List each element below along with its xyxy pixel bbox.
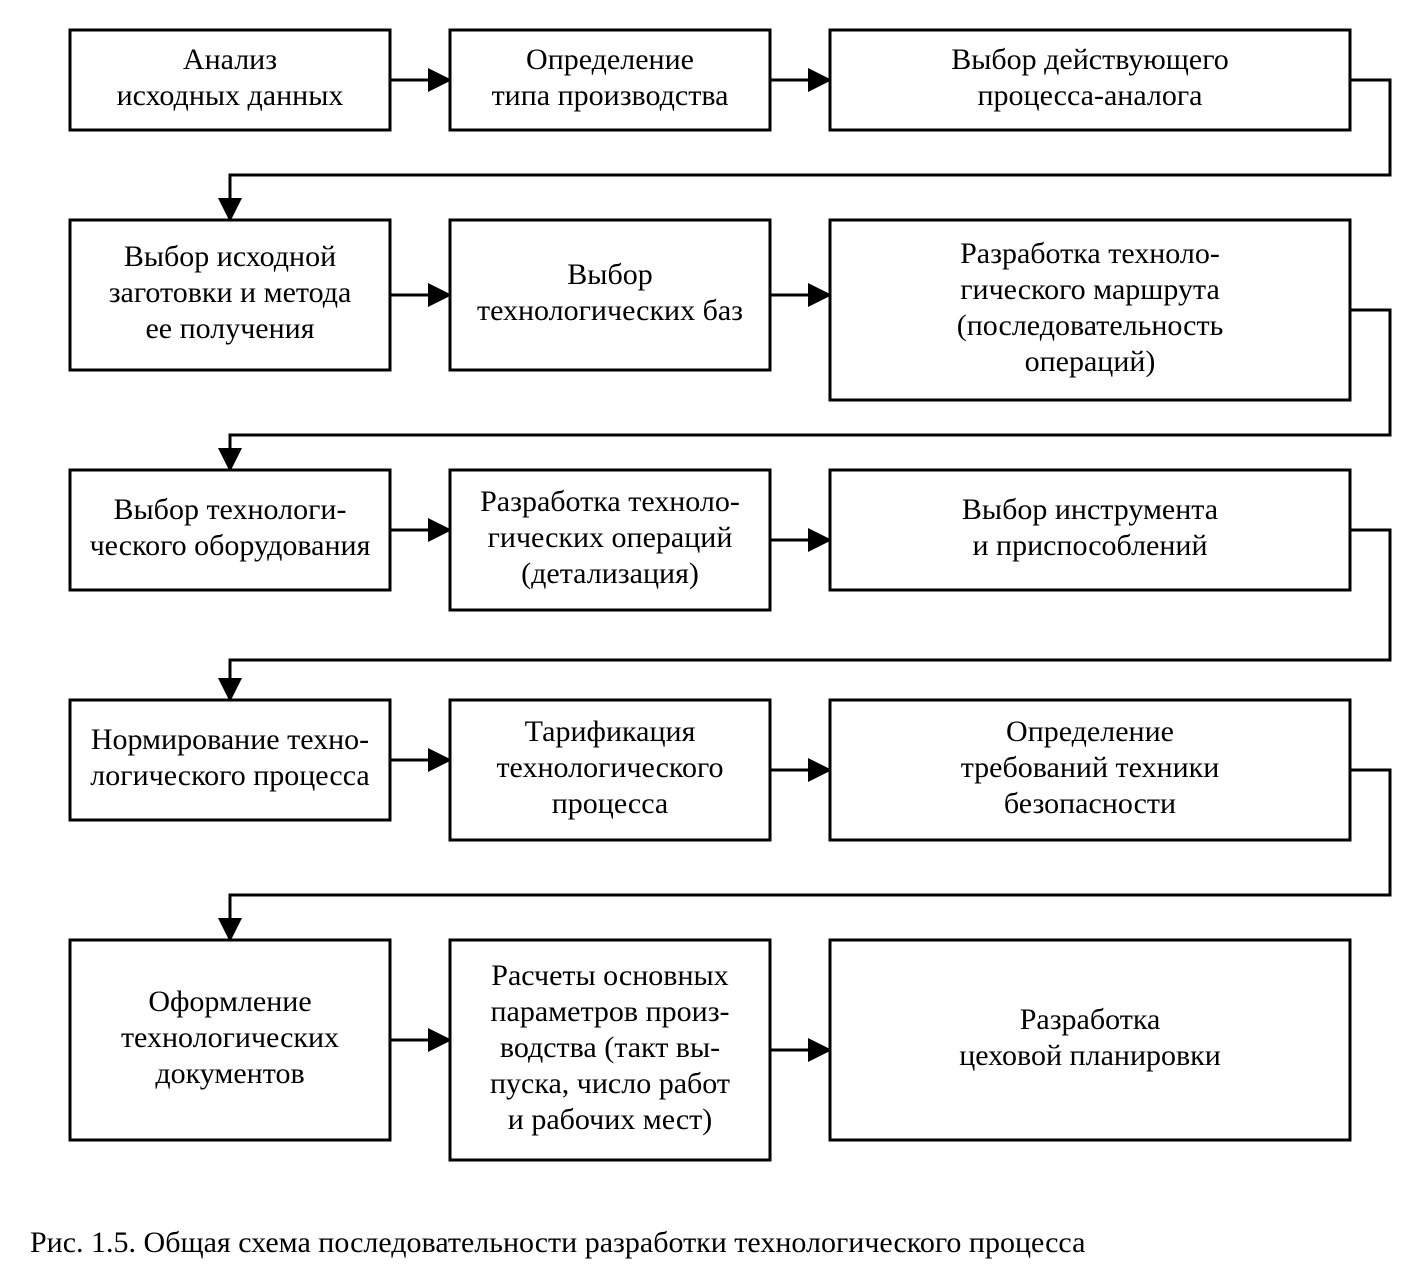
flow-node-label: ее получения [145, 312, 314, 345]
flow-node-label: операций) [1025, 345, 1156, 378]
flow-node-label: технологических [121, 1021, 339, 1054]
flow-node-n2: Определениетипа производства [450, 30, 770, 130]
flow-node-label: Разработка техноло- [960, 237, 1220, 270]
flow-node-label: пуска, число работ [490, 1067, 730, 1100]
flow-node-label: гического маршрута [960, 273, 1220, 306]
flow-node-label: Определение [526, 43, 694, 76]
flow-node-n13: Оформлениетехнологическихдокументов [70, 940, 390, 1140]
nodes-layer: Анализисходных данныхОпределениетипа про… [70, 30, 1350, 1160]
flow-node-label: типа производства [492, 79, 729, 112]
flow-node-n14: Расчеты основныхпараметров произ-водства… [450, 940, 770, 1160]
flow-node-label: процесса-аналога [977, 79, 1202, 112]
flow-node-n7: Выбор технологи-ческого оборудования [70, 470, 390, 590]
flowchart-canvas: Анализисходных данныхОпределениетипа про… [0, 0, 1427, 1273]
flow-node-label: технологических баз [477, 294, 743, 327]
flow-node-label: Определение [1006, 715, 1174, 748]
flow-node-label: (последовательность [957, 309, 1224, 342]
flow-node-n5: Выбортехнологических баз [450, 220, 770, 370]
flow-node-label: параметров произ- [490, 995, 729, 1028]
flow-node-label: заготовки и метода [109, 276, 352, 309]
flow-node-n8: Разработка техноло-гических операций(дет… [450, 470, 770, 610]
flow-node-label: безопасности [1004, 787, 1176, 820]
flow-node-label: Расчеты основных [491, 959, 728, 992]
flow-node-n4: Выбор исходнойзаготовки и методаее получ… [70, 220, 390, 370]
flow-node-label: водства (такт вы- [500, 1031, 720, 1064]
flow-node-label: процесса [552, 787, 668, 820]
flow-node-n6: Разработка техноло-гического маршрута(по… [830, 220, 1350, 400]
flow-node-label: (детализация) [521, 557, 699, 590]
flow-node-n1: Анализисходных данных [70, 30, 390, 130]
flow-node-label: гических операций [488, 521, 733, 554]
flow-node-n9: Выбор инструментаи приспособлений [830, 470, 1350, 590]
flow-node-n12: Определениетребований техникибезопасност… [830, 700, 1350, 840]
flow-node-label: требований техники [961, 751, 1220, 784]
flow-node-label: логического процесса [90, 759, 369, 792]
flow-node-label: и приспособлений [972, 529, 1207, 562]
flow-node-n3: Выбор действующегопроцесса-аналога [830, 30, 1350, 130]
flow-node-label: документов [155, 1057, 304, 1090]
flow-node-label: цеховой планировки [959, 1039, 1221, 1072]
flow-node-label: ческого оборудования [90, 529, 371, 562]
flow-node-label: Выбор действующего [951, 43, 1229, 76]
flow-node-n15: Разработкацеховой планировки [830, 940, 1350, 1140]
figure-caption: Рис. 1.5. Общая схема последовательности… [30, 1226, 1085, 1259]
flow-node-label: Выбор исходной [124, 240, 336, 273]
flow-node-label: Оформление [148, 985, 311, 1018]
flow-node-label: Выбор [567, 258, 652, 291]
flow-node-n11: Тарификациятехнологическогопроцесса [450, 700, 770, 840]
flow-node-label: технологического [496, 751, 723, 784]
flow-node-label: Разработка [1020, 1003, 1161, 1036]
flow-node-label: Разработка техноло- [480, 485, 740, 518]
flow-node-label: Выбор инструмента [962, 493, 1218, 526]
flow-node-label: Выбор технологи- [114, 493, 347, 526]
flow-node-label: исходных данных [117, 79, 344, 112]
flow-node-label: Нормирование техно- [91, 723, 369, 756]
flow-node-label: Анализ [183, 43, 277, 76]
flow-node-label: и рабочих мест) [508, 1103, 712, 1136]
flow-node-label: Тарификация [525, 715, 696, 748]
flow-node-n10: Нормирование техно-логического процесса [70, 700, 390, 820]
